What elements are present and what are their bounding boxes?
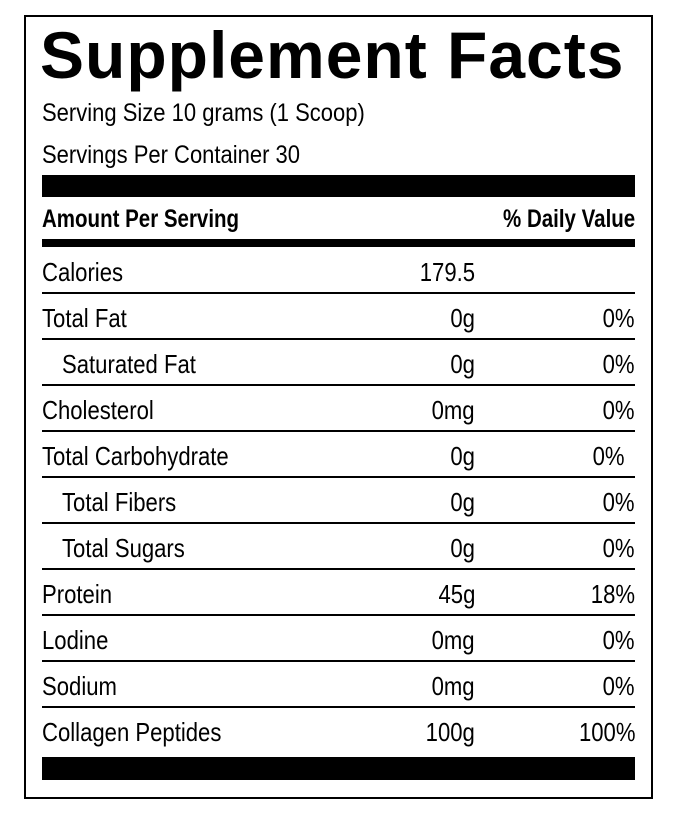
amount: 0g xyxy=(450,349,475,379)
amount: 0g xyxy=(450,441,475,471)
daily-value: 0% xyxy=(593,441,625,471)
amount: 0mg xyxy=(432,395,475,425)
daily-value: 0% xyxy=(603,395,635,425)
daily-value: 0% xyxy=(603,625,635,655)
nutrient-name: Total Fibers xyxy=(62,487,177,517)
row: Cholesterol 0mg 0% xyxy=(42,386,635,432)
amount: 45g xyxy=(438,579,475,609)
row: Collagen Peptides 100g 100% xyxy=(42,708,635,752)
thick-rule xyxy=(42,757,635,780)
row: Total Fibers 0g 0% xyxy=(42,478,635,524)
amount: 179.5 xyxy=(419,257,475,287)
column-header: Amount Per Serving % Daily Value xyxy=(42,202,635,236)
row: Total Sugars 0g 0% xyxy=(42,524,635,570)
header-right: % Daily Value xyxy=(502,205,635,233)
nutrient-name: Total Carbohydrate xyxy=(42,441,229,471)
amount: 0g xyxy=(450,487,475,517)
nutrient-name: Sodium xyxy=(42,671,117,701)
row: Total Fat 0g 0% xyxy=(42,294,635,340)
daily-value: 0% xyxy=(603,303,635,333)
nutrient-name: Saturated Fat xyxy=(62,349,196,379)
daily-value: 18% xyxy=(590,579,635,609)
amount: 0g xyxy=(450,533,475,563)
serving-size: Serving Size 10 grams (1 Scoop) xyxy=(42,99,365,127)
label-title: Supplement Facts xyxy=(40,18,625,92)
nutrient-rows: Calories 179.5 Total Fat 0g 0% Saturated Fa… xyxy=(42,248,635,752)
daily-value: 0% xyxy=(603,533,635,563)
nutrient-name: Cholesterol xyxy=(42,395,154,425)
daily-value: 100% xyxy=(578,717,635,747)
row: Protein 45g 18% xyxy=(42,570,635,616)
nutrient-name: Total Fat xyxy=(42,303,127,333)
thick-rule xyxy=(42,175,635,197)
nutrient-name: Total Sugars xyxy=(62,533,185,563)
medium-rule xyxy=(42,239,635,247)
row: Total Carbohydrate 0g 0% xyxy=(42,432,635,478)
label-frame xyxy=(24,15,653,799)
nutrient-name: Collagen Peptides xyxy=(42,717,222,747)
daily-value: 0% xyxy=(603,671,635,701)
row: Saturated Fat 0g 0% xyxy=(42,340,635,386)
daily-value: 0% xyxy=(603,349,635,379)
row: Calories 179.5 xyxy=(42,248,635,294)
amount: 0g xyxy=(450,303,475,333)
amount: 100g xyxy=(425,717,475,747)
servings-per-container: Servings Per Container 30 xyxy=(42,141,301,169)
header-left: Amount Per Serving xyxy=(42,205,240,233)
nutrient-name: Protein xyxy=(42,579,113,609)
nutrient-name: Lodine xyxy=(42,625,109,655)
amount: 0mg xyxy=(432,625,475,655)
row: Lodine 0mg 0% xyxy=(42,616,635,662)
amount: 0mg xyxy=(432,671,475,701)
nutrient-name: Calories xyxy=(42,257,124,287)
row: Sodium 0mg 0% xyxy=(42,662,635,708)
daily-value: 0% xyxy=(603,487,635,517)
